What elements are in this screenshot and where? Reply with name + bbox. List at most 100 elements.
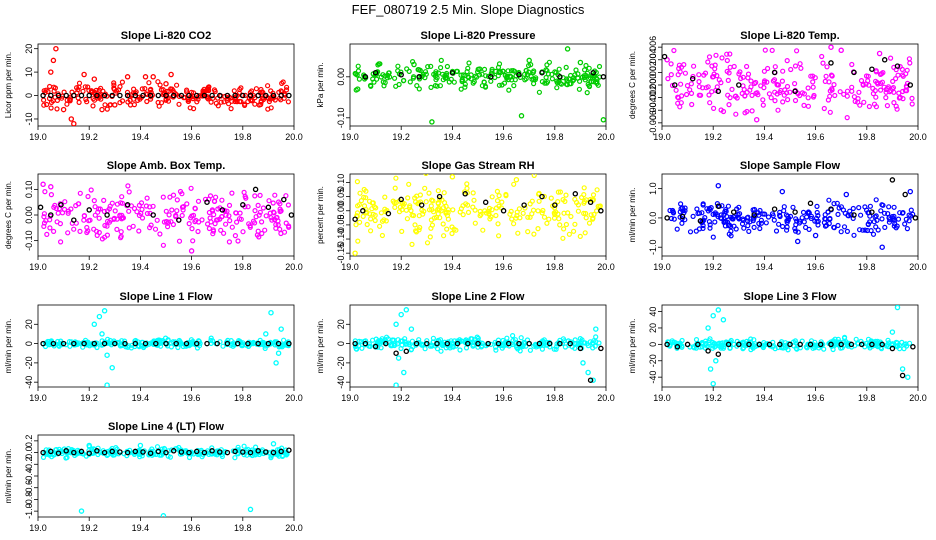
scatter-point xyxy=(199,454,205,460)
scatter-point xyxy=(355,63,361,69)
scatter-point xyxy=(808,215,814,221)
scatter-point xyxy=(688,81,695,87)
average-point xyxy=(705,348,711,354)
scatter-point xyxy=(284,451,290,457)
scatter-point xyxy=(426,207,433,213)
x-tick-label: 20.0 xyxy=(285,262,303,272)
scatter-point xyxy=(575,71,581,77)
scatter-point xyxy=(450,344,456,350)
scatter-point xyxy=(472,207,478,213)
average-point xyxy=(684,341,691,348)
scatter-point xyxy=(218,227,224,233)
scatter-point xyxy=(522,205,528,211)
scatter-point xyxy=(86,87,92,94)
panel-title: Slope Line 1 Flow xyxy=(120,291,213,303)
y-tick-label: 0.006 xyxy=(648,36,658,59)
average-point xyxy=(170,448,177,454)
scatter-point xyxy=(228,338,234,344)
scatter-point xyxy=(764,65,771,72)
scatter-point xyxy=(511,181,517,187)
average-point xyxy=(352,216,358,222)
scatter-point xyxy=(234,219,240,225)
scatter-point xyxy=(174,208,180,214)
scatter-point xyxy=(256,212,262,218)
scatter-point xyxy=(525,214,531,220)
scatter-point xyxy=(463,201,469,207)
x-tick-label: 19.4 xyxy=(756,393,774,403)
panel-co2: Slope Li-820 CO2 19.0 19.2 19.4 19.6 19.8 20.0… xyxy=(4,30,303,142)
scatter-point xyxy=(74,90,80,96)
scatter-point xyxy=(435,201,441,207)
average-point xyxy=(828,341,834,348)
scatter-point xyxy=(819,53,825,60)
scatter-point xyxy=(700,222,706,229)
x-tick-label: 19.6 xyxy=(183,132,201,142)
scatter-point xyxy=(111,85,117,91)
scatter-point xyxy=(176,101,182,107)
scatter-point xyxy=(555,199,561,205)
scatter-point xyxy=(810,84,816,90)
scatter-point xyxy=(114,226,120,232)
scatter-point xyxy=(426,190,432,196)
scatter-point xyxy=(575,75,581,81)
outlier-point xyxy=(393,321,399,328)
scatter-point xyxy=(832,92,838,99)
scatter-point xyxy=(489,194,495,200)
scatter-point xyxy=(131,101,137,108)
scatter-point xyxy=(702,70,709,76)
scatter-point xyxy=(160,338,166,344)
scatter-point xyxy=(761,343,767,349)
scatter-point xyxy=(470,343,476,349)
scatter-point xyxy=(219,197,225,203)
scatter-point xyxy=(749,92,755,99)
scatter-point xyxy=(741,225,747,231)
scatter-point xyxy=(188,185,194,191)
average-point xyxy=(393,350,399,356)
scatter-point xyxy=(866,103,873,110)
outlier-point xyxy=(577,59,584,66)
scatter-point xyxy=(415,66,421,73)
scatter-point xyxy=(577,233,583,239)
scatter-point xyxy=(851,94,858,100)
average-point xyxy=(132,92,139,99)
average-point xyxy=(787,341,793,348)
scatter-point xyxy=(831,201,837,207)
x-tick-label: 19.2 xyxy=(80,262,98,272)
scatter-point xyxy=(761,84,767,91)
scatter-point xyxy=(805,85,811,91)
scatter-point xyxy=(40,454,47,460)
scatter-point xyxy=(517,348,523,354)
scatter-point xyxy=(223,221,229,227)
average-point xyxy=(771,69,778,76)
scatter-point xyxy=(489,68,495,74)
average-point xyxy=(485,340,491,347)
y-tick-label: -1.0 xyxy=(24,503,34,519)
average-point xyxy=(40,449,46,456)
average-point xyxy=(398,72,404,78)
scatter-point xyxy=(454,68,460,75)
scatter-point xyxy=(567,72,574,79)
scatter-point xyxy=(535,191,542,197)
scatter-point xyxy=(677,201,684,207)
scatter-point xyxy=(46,83,53,90)
average-point xyxy=(730,209,737,215)
scatter-point xyxy=(514,209,520,215)
scatter-point xyxy=(285,99,291,105)
average-point xyxy=(444,340,451,347)
scatter-point xyxy=(382,79,388,86)
scatter-point xyxy=(793,216,799,222)
scatter-point xyxy=(866,82,872,88)
average-point xyxy=(416,74,422,80)
x-tick-label: 19.2 xyxy=(392,393,410,403)
scatter-point xyxy=(468,336,474,342)
average-point xyxy=(48,92,54,99)
scatter-point xyxy=(364,221,370,228)
scatter-point xyxy=(136,212,142,218)
scatter-point xyxy=(139,215,146,221)
scatter-point xyxy=(41,211,48,217)
scatter-point xyxy=(841,334,848,340)
scatter-point xyxy=(102,222,108,229)
scatter-point xyxy=(763,220,769,226)
scatter-point xyxy=(776,212,783,218)
average-point xyxy=(124,449,131,456)
